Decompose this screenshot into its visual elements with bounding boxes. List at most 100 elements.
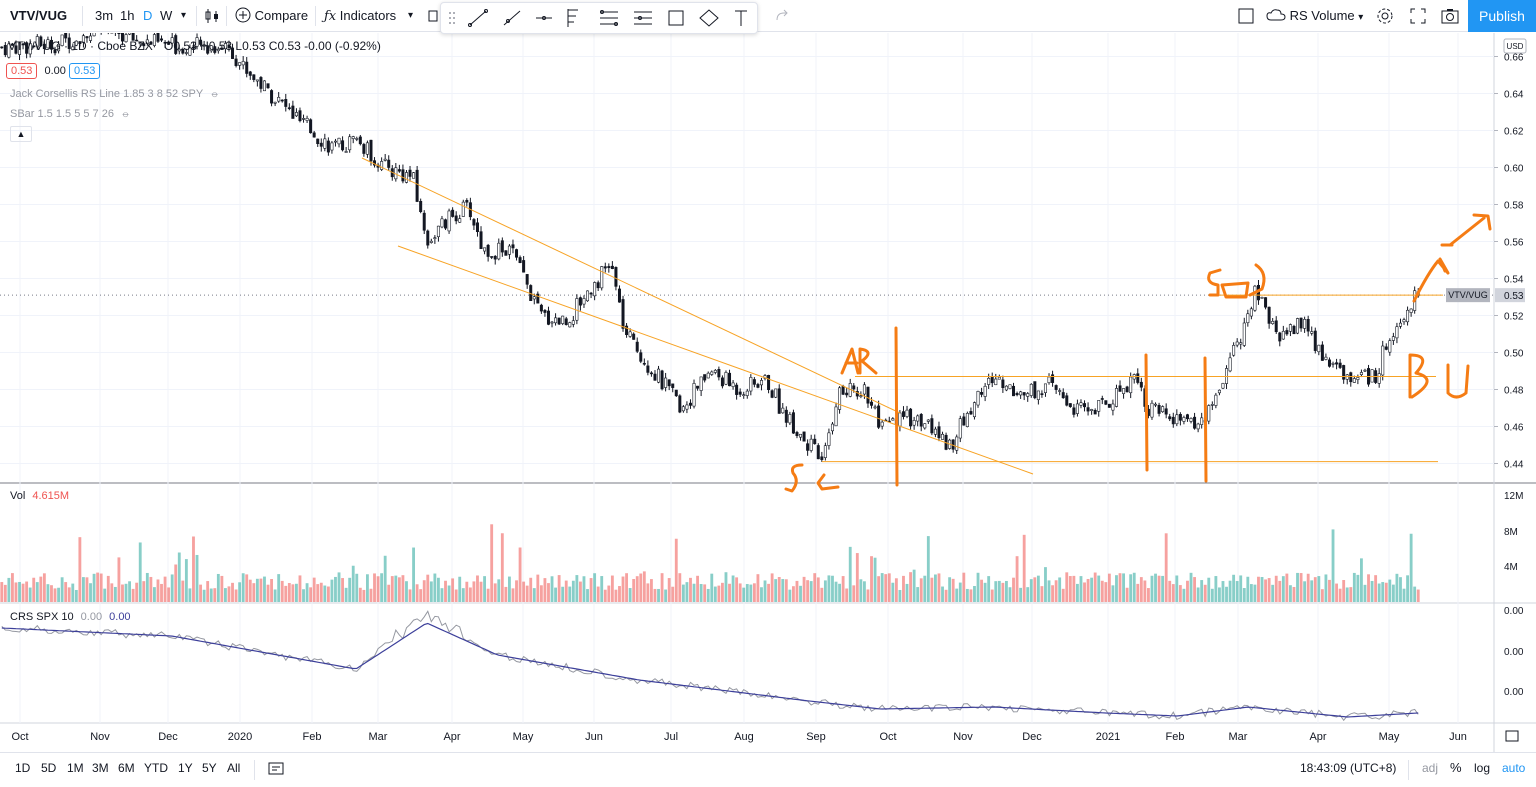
eye-off-icon[interactable]: ⦵ bbox=[210, 88, 219, 100]
candle-body bbox=[277, 97, 279, 101]
candle-body bbox=[1090, 409, 1092, 410]
symbol-search[interactable]: VTV/VUG bbox=[10, 0, 67, 32]
volume-bar bbox=[89, 583, 92, 602]
range-5y[interactable]: 5Y bbox=[202, 753, 217, 787]
candle-body bbox=[966, 413, 968, 426]
percent-toggle[interactable]: % bbox=[1450, 753, 1462, 787]
volume-bar bbox=[1243, 588, 1246, 602]
candle-body bbox=[1030, 384, 1032, 395]
volume-bar bbox=[1030, 579, 1033, 602]
candle bbox=[561, 316, 563, 325]
ellipse-icon[interactable] bbox=[700, 10, 718, 26]
volume-bar bbox=[1410, 534, 1413, 602]
fullscreen-icon[interactable] bbox=[1410, 0, 1426, 32]
volume-bar bbox=[1012, 578, 1015, 602]
camera-icon[interactable] bbox=[1441, 0, 1459, 32]
candle-body bbox=[1048, 377, 1050, 383]
log-toggle[interactable]: log bbox=[1474, 753, 1490, 787]
volume-bar bbox=[923, 576, 926, 602]
candle-body bbox=[242, 61, 244, 64]
candle-body bbox=[679, 396, 681, 412]
template-button[interactable]: RS Volume ▾ bbox=[1266, 0, 1363, 32]
volume-bar bbox=[888, 573, 891, 602]
range-3m[interactable]: 3M bbox=[92, 753, 109, 787]
trend-line-icon[interactable] bbox=[469, 10, 488, 27]
candles-icon[interactable] bbox=[204, 0, 220, 32]
volume-bar bbox=[828, 575, 831, 602]
chevron-down-icon[interactable]: ▾ bbox=[181, 0, 186, 32]
volume-bar bbox=[1033, 577, 1036, 602]
volume-bar bbox=[646, 583, 649, 602]
collapse-legend-button[interactable]: ▲ bbox=[10, 126, 32, 142]
candle-body bbox=[462, 202, 464, 216]
publish-button[interactable]: Publish bbox=[1468, 0, 1536, 32]
horizontal-line-icon[interactable] bbox=[536, 17, 552, 20]
chevron-down-icon[interactable]: ▾ bbox=[408, 0, 413, 32]
select-icon[interactable] bbox=[1238, 0, 1254, 32]
volume-bar bbox=[355, 574, 358, 602]
volume-bar bbox=[409, 589, 412, 602]
regression-icon[interactable] bbox=[634, 12, 652, 24]
candle-body bbox=[1342, 365, 1344, 379]
drag-handle-icon[interactable] bbox=[449, 12, 455, 24]
candle-body bbox=[263, 81, 265, 91]
ray-icon[interactable] bbox=[504, 11, 520, 25]
candle-body bbox=[1069, 404, 1071, 407]
indicators-button[interactable]: ƒx Indicators bbox=[324, 0, 396, 32]
parallel-channel-icon[interactable] bbox=[600, 11, 618, 26]
candle-body bbox=[569, 323, 571, 327]
volume-bar bbox=[583, 576, 586, 602]
clock[interactable]: 18:43:09 (UTC+8) bbox=[1300, 753, 1396, 787]
volume-bar bbox=[1048, 580, 1051, 602]
settings-icon[interactable] bbox=[1376, 0, 1394, 32]
price-right-pill[interactable]: 0.53 bbox=[69, 63, 100, 79]
separator bbox=[254, 760, 255, 780]
eye-off-icon[interactable]: ⦵ bbox=[121, 108, 130, 120]
volume-bar bbox=[803, 577, 806, 602]
candle-body bbox=[1261, 297, 1263, 298]
volume-bar bbox=[817, 577, 820, 602]
volume-bar bbox=[1204, 585, 1207, 602]
range-ytd[interactable]: YTD bbox=[144, 753, 168, 787]
text-icon[interactable] bbox=[735, 11, 747, 26]
candle-body bbox=[845, 393, 847, 395]
volume-bar bbox=[920, 578, 923, 602]
range-all[interactable]: All bbox=[227, 753, 240, 787]
auto-toggle[interactable]: auto bbox=[1502, 753, 1525, 787]
fib-icon[interactable] bbox=[568, 9, 578, 27]
candle-body bbox=[459, 219, 461, 223]
range-1d[interactable]: 1D bbox=[15, 753, 30, 787]
interval-3m[interactable]: 3m bbox=[95, 0, 113, 32]
go-to-date-icon[interactable] bbox=[268, 753, 284, 787]
indicator1-label: Jack Corsellis RS Line 1.85 3 8 52 SPY bbox=[10, 88, 203, 100]
volume-bar bbox=[238, 582, 241, 602]
candle-body bbox=[576, 298, 578, 320]
range-6m[interactable]: 6M bbox=[118, 753, 135, 787]
volume-bar bbox=[540, 585, 543, 602]
rectangle-icon[interactable] bbox=[669, 11, 683, 25]
candle-body bbox=[803, 432, 805, 441]
volume-bar bbox=[544, 578, 547, 602]
candle bbox=[93, 33, 95, 37]
range-1m[interactable]: 1M bbox=[67, 753, 84, 787]
function-icon: ƒx bbox=[324, 9, 336, 24]
volume-bar bbox=[220, 576, 223, 602]
redo-icon[interactable] bbox=[774, 8, 790, 29]
interval-1h[interactable]: 1h bbox=[120, 0, 134, 32]
interval-w[interactable]: W bbox=[160, 0, 172, 32]
templates-icon[interactable] bbox=[428, 0, 438, 32]
range-1y[interactable]: 1Y bbox=[178, 753, 193, 787]
volume-bar bbox=[845, 589, 848, 602]
compare-button[interactable]: Compare bbox=[235, 0, 308, 32]
price-left-pill[interactable]: 0.53 bbox=[6, 63, 37, 79]
adj-toggle[interactable]: adj bbox=[1422, 753, 1438, 787]
candle-body bbox=[441, 219, 443, 227]
volume-bar bbox=[1275, 576, 1278, 602]
interval-d[interactable]: D bbox=[143, 0, 152, 32]
volume-bar bbox=[309, 587, 312, 602]
candle-body bbox=[1254, 286, 1256, 310]
range-5d[interactable]: 5D bbox=[41, 753, 56, 787]
candle-body bbox=[664, 378, 666, 388]
